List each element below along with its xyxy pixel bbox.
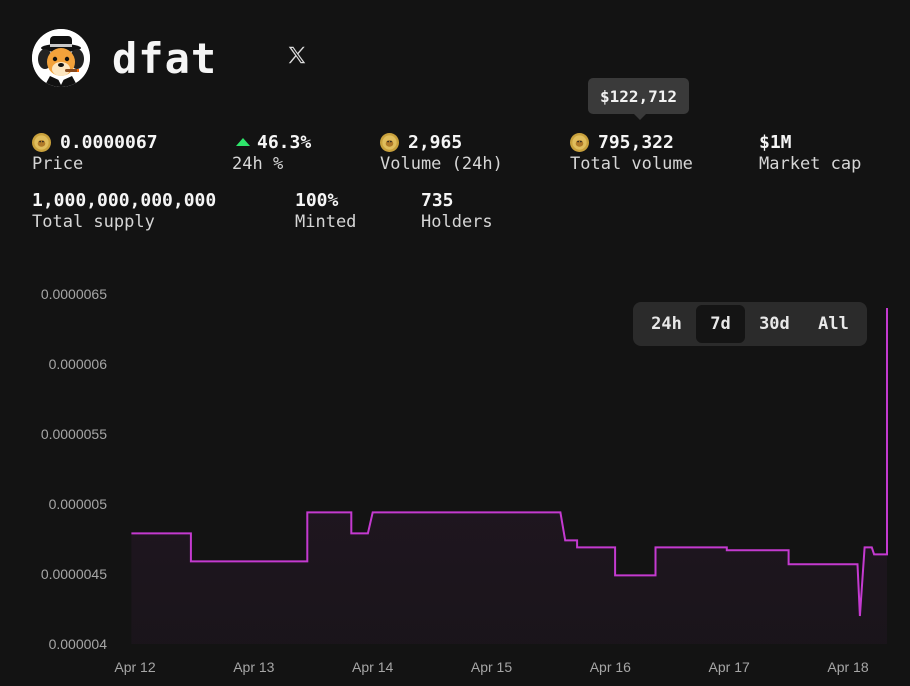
total-supply-label: Total supply [32,212,155,232]
price-label: Price [32,154,84,174]
range-option-30d[interactable]: 30d [759,314,790,334]
total-volume-label: Total volume [570,154,693,174]
stat-minted: 100% Minted [295,189,357,233]
volume-usd-tooltip: $122,712 [588,78,690,120]
x-tick-label: Apr 13 [233,659,274,675]
volume-24h-label: Volume (24h) [380,154,503,174]
minted-label: Minted [295,212,357,232]
y-tick-label: 0.000005 [49,496,108,512]
price-value: 0.0000067 [60,131,158,153]
x-tick-label: Apr 14 [352,659,393,675]
change-label: 24h % [232,154,284,174]
price-line [131,308,888,617]
doge-coin-icon [380,132,399,152]
stat-market-cap: $1M Market cap [759,131,862,175]
doge-coin-icon [32,132,51,152]
stat-price: 0.0000067 Price [32,131,158,174]
x-tick-label: Apr 18 [827,659,868,675]
x-tick-label: Apr 15 [471,659,512,675]
price-area [131,308,887,644]
stat-24h-change: 46.3% 24h % [232,131,312,175]
range-option-all[interactable]: All [818,314,849,334]
triangle-up-icon [236,138,250,146]
y-tick-label: 0.000004 [49,636,108,652]
y-tick-label: 0.0000065 [41,286,107,302]
price-chart[interactable]: 0.0000065 0.000006 0.0000055 0.000005 0.0000… [0,270,910,686]
y-tick-label: 0.0000055 [41,426,107,442]
x-tick-label: Apr 17 [709,659,750,675]
token-name: dfat [112,33,218,83]
price-chart-svg[interactable]: 0.0000065 0.000006 0.0000055 0.000005 0.0000… [0,270,910,686]
stat-holders: 735 Holders [421,189,493,233]
x-tick-label: Apr 16 [590,659,631,675]
range-option-24h[interactable]: 24h [651,314,682,334]
stat-volume-24h: 2,965 Volume (24h) [380,131,503,174]
total-supply-value: 1,000,000,000,000 [32,189,217,211]
holders-value: 735 [421,189,454,211]
dog-in-hat-avatar-icon [32,29,90,87]
time-range-selector: 24h 7d 30d All [633,302,867,346]
stat-total-supply: 1,000,000,000,000 Total supply [32,189,217,233]
doge-coin-icon [570,132,589,152]
token-header: dfat [32,27,217,89]
y-axis: 0.0000065 0.000006 0.0000055 0.000005 0.0000… [41,286,107,652]
range-option-7d[interactable]: 7d [696,305,745,343]
minted-value: 100% [295,189,339,211]
y-tick-label: 0.0000045 [41,566,107,582]
volume-24h-value: 2,965 [408,131,463,153]
market-cap-label: Market cap [759,154,862,174]
x-logo-icon[interactable] [285,42,309,68]
x-tick-label: Apr 12 [114,659,155,675]
holders-label: Holders [421,212,493,232]
stat-total-volume: 795,322 Total volume [570,131,693,174]
x-axis: Apr 12 Apr 13 Apr 14 Apr 15 Apr 16 Apr 17 Apr … [114,659,868,675]
total-volume-value[interactable]: 795,322 [598,131,674,153]
market-cap-value: $1M [759,131,792,153]
y-tick-label: 0.000006 [49,356,108,372]
change-value: 46.3% [257,131,312,153]
